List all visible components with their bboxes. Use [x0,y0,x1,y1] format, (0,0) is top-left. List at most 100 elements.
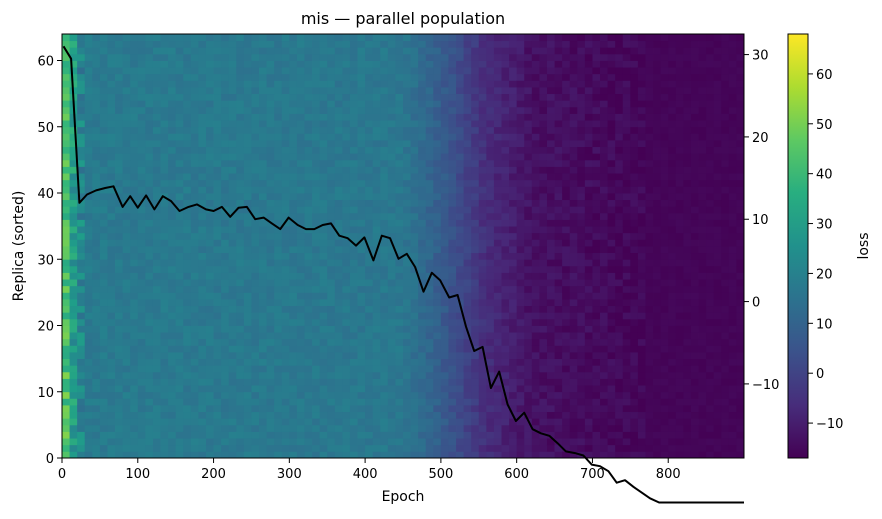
heatmap-cell [319,438,328,446]
heatmap-cell [418,279,427,287]
heatmap-cell [168,391,177,399]
heatmap-cell [327,391,336,399]
heatmap-cell [433,73,442,81]
heatmap-cell [554,252,563,260]
heatmap-cell [319,378,328,386]
heatmap-cell [296,338,305,346]
heatmap-cell [425,133,434,141]
heatmap-cell [410,133,419,141]
heatmap-cell [152,265,161,273]
heatmap-cell [69,431,78,439]
heatmap-cell [198,199,207,207]
heatmap-cell [130,411,139,419]
heatmap-cell [463,345,472,353]
heatmap-cell [539,332,548,340]
heatmap-cell [342,332,351,340]
heatmap-cell [281,259,290,267]
heatmap-cell [312,299,321,307]
heatmap-cell [349,444,358,452]
heatmap-cell [387,126,396,134]
heatmap-cell [175,106,184,114]
heatmap-cell [463,40,472,48]
heatmap-cell [342,40,351,48]
heatmap-cell [448,444,457,452]
heatmap-cell [334,305,343,313]
heatmap-cell [190,265,199,273]
heatmap-cell [471,312,480,320]
heatmap-cell [274,246,283,254]
heatmap-cell [403,186,411,194]
heatmap-cell [577,159,586,167]
heatmap-cell [190,67,199,75]
heatmap-cell [107,431,116,439]
heatmap-cell [380,378,389,386]
heatmap-cell [440,279,449,287]
heatmap-cell [524,259,533,267]
heatmap-cell [304,53,313,61]
heatmap-cell [600,40,608,48]
heatmap-cell [645,153,654,161]
heatmap-cell [357,332,366,340]
heatmap-cell [456,246,465,254]
heatmap-cell [395,53,404,61]
heatmap-cell [539,186,548,194]
heatmap-cell [645,126,654,134]
heatmap-cell [395,385,404,393]
heatmap-cell [266,173,275,181]
heatmap-cell [357,385,366,393]
heatmap-cell [190,219,199,227]
heatmap-cell [281,338,290,346]
heatmap-cell [304,100,313,108]
heatmap-cell [509,371,518,379]
heatmap-cell [349,133,358,141]
heatmap-cell [334,431,343,439]
heatmap-cell [607,252,616,260]
heatmap-cell [395,199,404,207]
heatmap-cell [190,34,199,42]
heatmap-cell [266,299,275,307]
heatmap-cell [410,299,419,307]
heatmap-cell [562,352,571,360]
heatmap-cell [259,100,267,108]
heatmap-cell [471,166,480,174]
heatmap-cell [600,153,608,161]
heatmap-cell [152,252,161,260]
heatmap-cell [622,53,631,61]
heatmap-cell [365,332,374,340]
heatmap-cell [584,371,593,379]
heatmap-cell [622,318,631,326]
heatmap-cell [349,146,358,154]
heatmap-cell [319,332,328,340]
heatmap-cell [433,93,442,101]
heatmap-cell [274,179,283,187]
heatmap-cell [630,292,639,300]
heatmap-cell [115,239,124,247]
heatmap-cell [62,246,70,254]
heatmap-cell [198,67,207,75]
heatmap-cell [107,179,116,187]
heatmap-cell [357,391,366,399]
heatmap-cell [281,179,290,187]
heatmap-cell [501,232,510,240]
heatmap-cell [243,285,252,293]
heatmap-cell [554,232,563,240]
heatmap-cell [531,365,540,373]
heatmap-cell [486,173,495,181]
heatmap-cell [145,272,154,280]
heatmap-cell [69,73,78,81]
heatmap-cell [448,206,457,214]
heatmap-cell [463,252,472,260]
heatmap-cell [259,34,267,42]
heatmap-cell [403,87,411,95]
heatmap-cell [440,438,449,446]
heatmap-cell [296,411,305,419]
heatmap-cell [433,126,442,134]
heatmap-cell [92,411,101,419]
heatmap-cell [637,206,646,214]
heatmap-cell [380,418,389,426]
heatmap-cell [357,100,366,108]
heatmap-cell [228,345,237,353]
heatmap-cell [600,438,608,446]
heatmap-cell [349,265,358,273]
heatmap-cell [205,444,214,452]
